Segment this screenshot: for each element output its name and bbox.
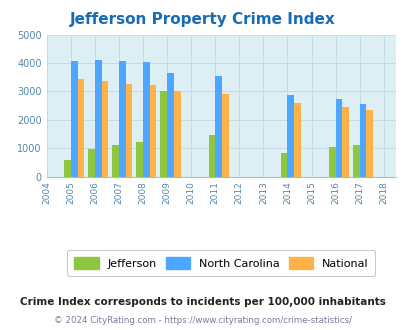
Bar [64, 159, 70, 177]
Bar [335, 99, 341, 177]
Bar [112, 145, 119, 177]
Bar [126, 84, 132, 177]
Bar [280, 153, 287, 177]
Bar [366, 110, 372, 177]
Bar [287, 95, 294, 177]
Bar [222, 94, 228, 177]
Bar [70, 61, 77, 177]
Bar [88, 149, 95, 177]
Bar [173, 91, 180, 177]
Bar [167, 73, 173, 177]
Legend: Jefferson, North Carolina, National: Jefferson, North Carolina, National [67, 250, 374, 276]
Bar [215, 76, 222, 177]
Bar [294, 103, 300, 177]
Bar [136, 143, 143, 177]
Text: Crime Index corresponds to incidents per 100,000 inhabitants: Crime Index corresponds to incidents per… [20, 297, 385, 307]
Bar [143, 62, 149, 177]
Bar [101, 82, 108, 177]
Bar [352, 145, 359, 177]
Text: Jefferson Property Crime Index: Jefferson Property Crime Index [70, 12, 335, 26]
Bar [160, 91, 167, 177]
Bar [208, 135, 215, 177]
Bar [341, 107, 348, 177]
Bar [359, 104, 366, 177]
Bar [77, 79, 84, 177]
Bar [95, 60, 101, 177]
Bar [119, 61, 126, 177]
Text: © 2024 CityRating.com - https://www.cityrating.com/crime-statistics/: © 2024 CityRating.com - https://www.city… [54, 316, 351, 325]
Bar [328, 148, 335, 177]
Bar [149, 85, 156, 177]
